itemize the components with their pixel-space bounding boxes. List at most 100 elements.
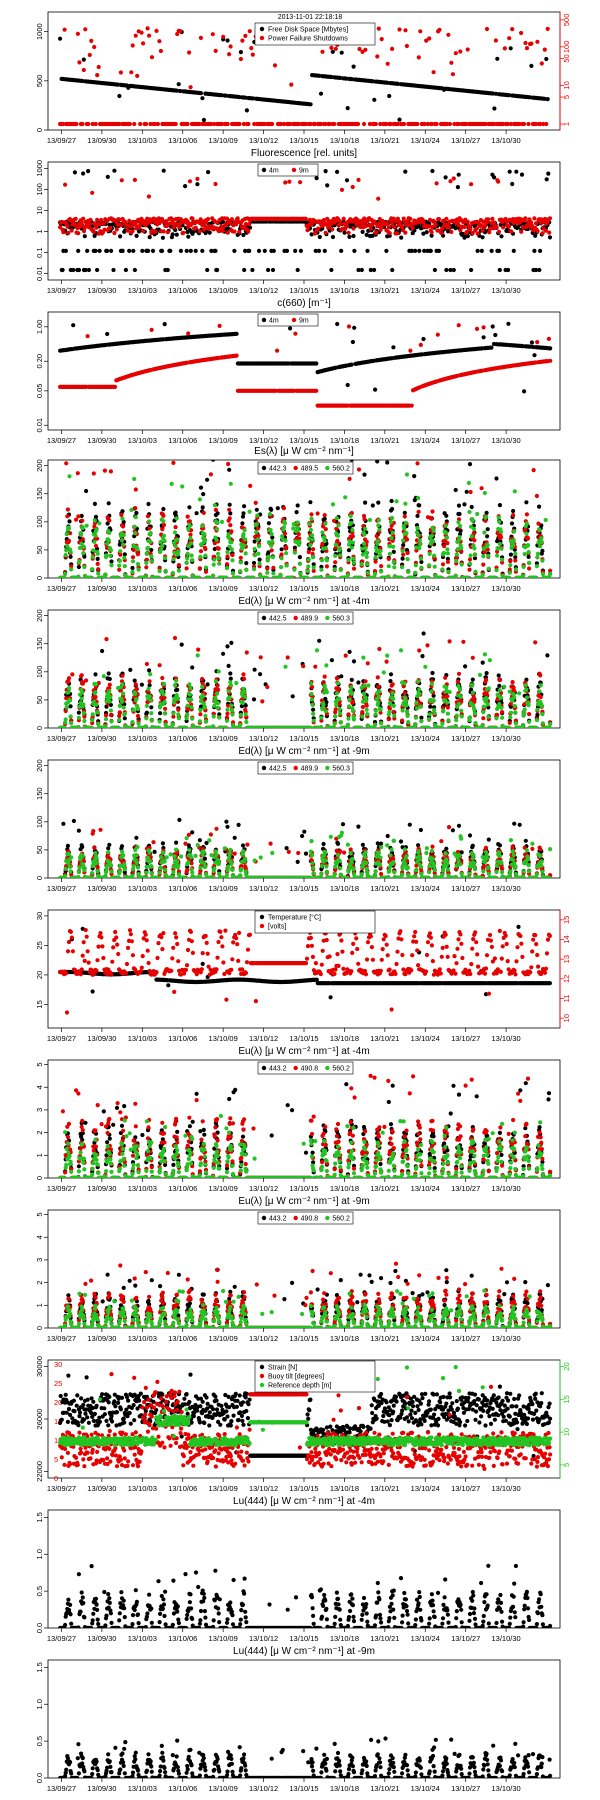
data-point (82, 565, 86, 569)
data-point (217, 547, 221, 551)
data-point (63, 572, 67, 576)
data-point (58, 37, 62, 41)
data-point (351, 185, 355, 189)
data-point (199, 486, 203, 490)
data-point (86, 122, 90, 126)
data-point (175, 233, 179, 237)
data-point (486, 217, 490, 221)
data-point (253, 547, 257, 551)
data-point (107, 531, 111, 535)
data-point (487, 230, 491, 234)
data-point (446, 560, 450, 564)
x-tick-label: 13/09/30 (87, 286, 116, 295)
data-point (508, 559, 512, 563)
x-tick-label: 13/10/21 (370, 136, 399, 145)
data-point (130, 229, 134, 233)
data-point (188, 179, 192, 183)
data-point (323, 249, 327, 253)
data-point (347, 235, 351, 239)
data-point (66, 507, 70, 511)
data-point (92, 230, 96, 234)
data-point (188, 524, 192, 528)
data-point (104, 553, 108, 557)
data-point (519, 230, 523, 234)
data-point (149, 531, 153, 535)
data-point (206, 170, 210, 174)
data-point (466, 220, 470, 224)
data-point (351, 234, 355, 238)
data-point (141, 41, 145, 45)
data-point (146, 26, 150, 30)
data-point (175, 516, 179, 520)
data-point (199, 91, 203, 95)
data-point (499, 535, 503, 539)
data-point (508, 170, 512, 174)
data-point (119, 223, 123, 227)
data-point (74, 122, 78, 126)
data-point (293, 249, 297, 253)
data-point (185, 566, 189, 570)
data-point (144, 561, 148, 565)
data-point (85, 524, 89, 528)
data-point (273, 63, 277, 67)
data-point (270, 548, 274, 552)
data-point (232, 229, 236, 233)
data-point (266, 268, 270, 272)
data-point (82, 545, 86, 549)
data-point (76, 32, 80, 36)
data-point (498, 268, 502, 272)
data-point (133, 525, 137, 529)
data-point (497, 249, 501, 253)
y-tick-label: 200 (35, 459, 44, 472)
data-point (276, 506, 280, 510)
data-point (523, 41, 527, 45)
data-point (65, 514, 69, 518)
data-point (268, 512, 272, 516)
data-point (199, 549, 203, 553)
data-point (324, 231, 328, 235)
data-point (194, 249, 198, 253)
data-point (147, 34, 151, 38)
data-point (248, 484, 252, 488)
data-point (82, 68, 86, 72)
data-point (227, 508, 231, 512)
data-point (546, 27, 550, 31)
data-point (93, 502, 97, 506)
x-tick-label: 13/10/21 (370, 436, 399, 445)
data-point (247, 222, 251, 226)
data-point (462, 502, 466, 506)
data-point (81, 537, 85, 541)
data-point (134, 34, 138, 38)
data-point (444, 175, 448, 179)
data-point (70, 228, 74, 232)
data-point (532, 216, 536, 220)
data-point (522, 389, 526, 393)
x-tick-label: 13/10/27 (451, 584, 480, 593)
x-tick-label: 13/09/27 (47, 136, 76, 145)
x-tick-label: 13/10/24 (411, 286, 440, 295)
data-point (320, 50, 324, 54)
data-point (198, 497, 202, 501)
data-point (292, 522, 296, 526)
data-point (317, 249, 321, 253)
data-point (282, 506, 286, 510)
data-point (335, 322, 339, 326)
data-point (496, 180, 500, 184)
data-point (150, 55, 154, 59)
data-point (118, 559, 122, 563)
data-point (98, 249, 102, 253)
data-point (385, 221, 389, 225)
data-point (131, 43, 135, 47)
data-point (293, 332, 297, 336)
right-tick-label: 100 (562, 41, 571, 54)
data-point (446, 33, 450, 37)
data-point (352, 65, 356, 69)
data-point (544, 122, 548, 126)
data-point (186, 515, 190, 519)
data-point (408, 217, 412, 221)
data-point (401, 557, 405, 561)
data-point (437, 28, 441, 32)
data-point (444, 217, 448, 221)
data-point (288, 326, 292, 330)
